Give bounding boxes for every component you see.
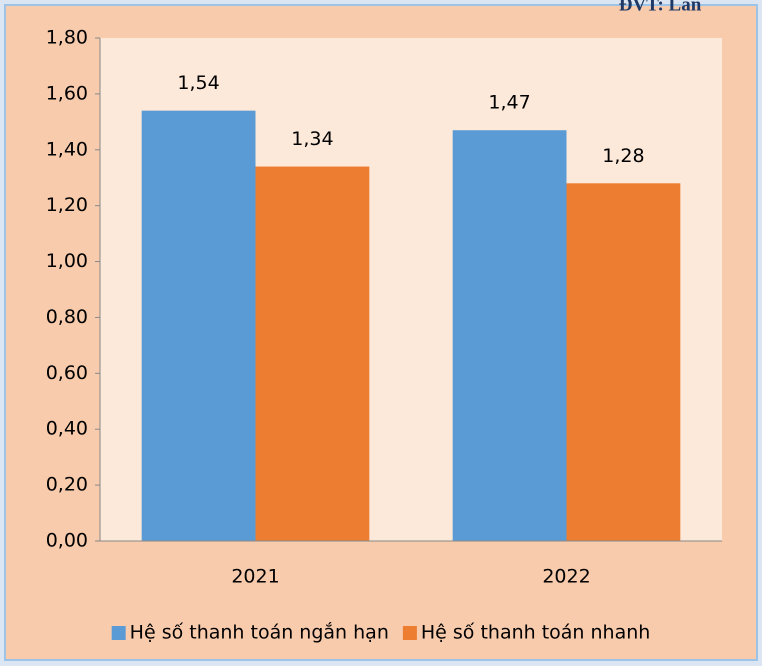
y-tick-label: 1,40 bbox=[46, 138, 88, 160]
y-tick-label: 0,20 bbox=[46, 474, 88, 496]
x-tick-label: 2022 bbox=[542, 566, 590, 588]
y-tick-label: 1,00 bbox=[46, 250, 88, 272]
x-tick-label: 2021 bbox=[231, 566, 279, 588]
y-tick-label: 0,00 bbox=[46, 530, 88, 552]
value-label: 1,28 bbox=[602, 145, 644, 167]
value-label: 1,54 bbox=[177, 72, 219, 94]
bar bbox=[566, 183, 681, 542]
value-label: 1,47 bbox=[488, 92, 530, 114]
bar bbox=[255, 166, 370, 542]
y-tick-label: 0,40 bbox=[46, 418, 88, 440]
y-tick-label: 0,80 bbox=[46, 306, 88, 328]
legend-label: Hệ số thanh toán nhanh bbox=[421, 622, 650, 644]
y-tick-label: 1,80 bbox=[46, 27, 88, 49]
legend-label: Hệ số thanh toán ngắn hạn bbox=[130, 621, 389, 644]
legend-swatch bbox=[402, 626, 417, 640]
y-tick-label: 1,20 bbox=[46, 194, 88, 216]
bar bbox=[452, 130, 567, 541]
y-tick-label: 1,60 bbox=[46, 82, 88, 104]
legend-swatch bbox=[111, 626, 126, 640]
value-label: 1,34 bbox=[291, 128, 333, 150]
y-tick-label: 0,60 bbox=[46, 362, 88, 384]
unit-note: ĐVT: Lần bbox=[619, 0, 702, 15]
bar bbox=[141, 110, 256, 542]
